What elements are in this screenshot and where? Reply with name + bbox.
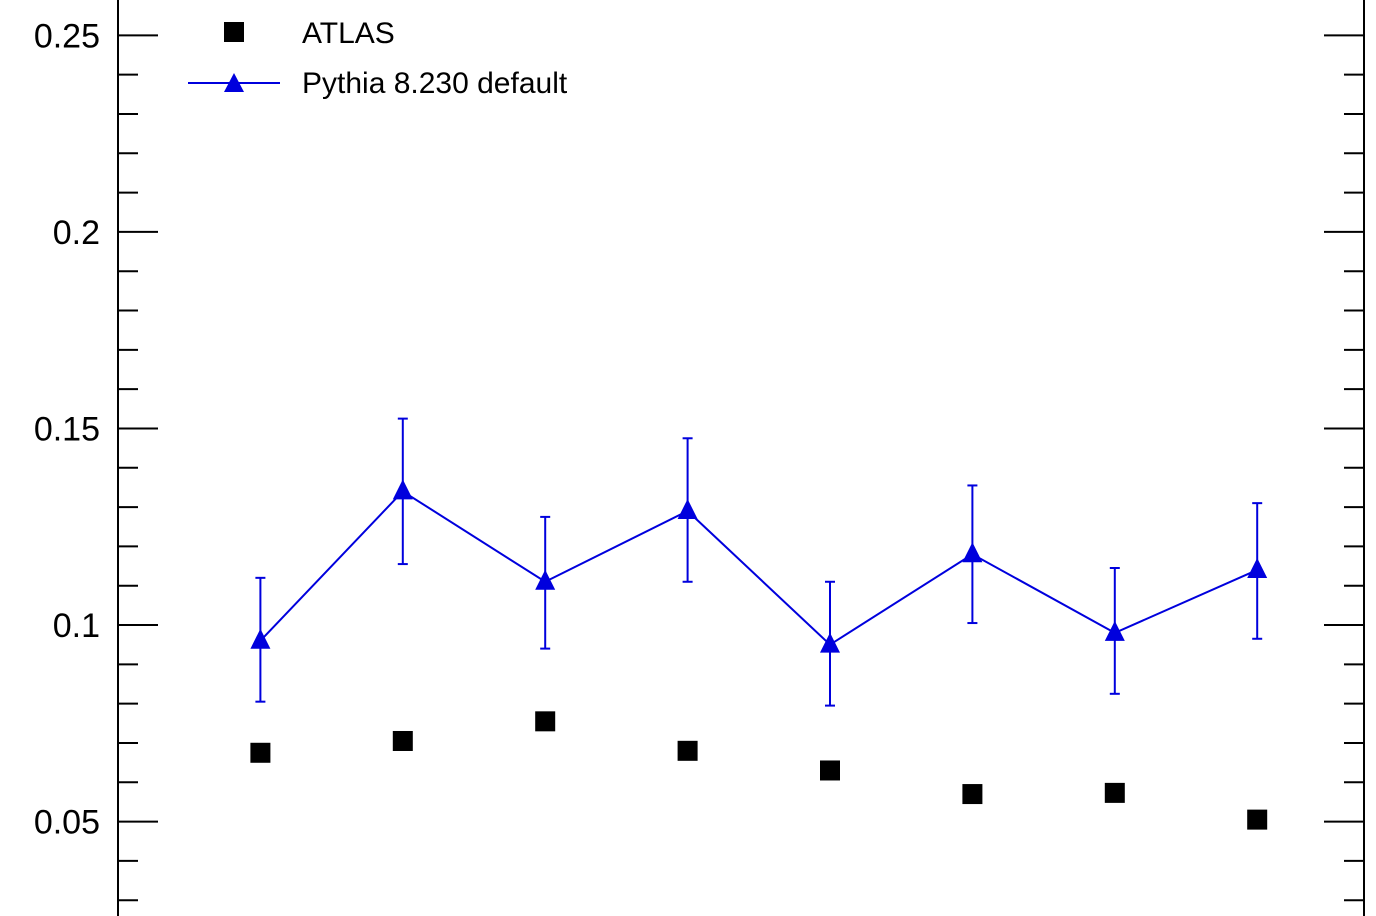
- atlas-point: [962, 784, 983, 805]
- pythia-point: [820, 632, 840, 653]
- pythia-point: [250, 628, 271, 649]
- y-tick-label: 0.2: [53, 214, 100, 252]
- legend-marker-atlas: [224, 22, 244, 42]
- atlas-point: [535, 711, 556, 732]
- pythia-series-line: [259, 490, 1258, 646]
- y-axis-ticks: [118, 34, 1364, 902]
- atlas-point: [250, 742, 271, 763]
- atlas-point: [820, 760, 840, 781]
- pythia-point: [535, 569, 556, 590]
- pythia-point: [392, 479, 413, 500]
- atlas-point: [392, 730, 413, 751]
- series-layer: [250, 417, 1268, 830]
- legend: ATLAS Pythia 8.230 default: [188, 17, 568, 100]
- y-tick-label: 0.1: [53, 607, 100, 645]
- pythia-point: [962, 542, 983, 563]
- y-tick-label: 0.15: [34, 410, 100, 448]
- y-tick-label: 0.25: [34, 17, 100, 55]
- legend-marker-pythia: [224, 73, 244, 92]
- y-tick-label: 0.05: [34, 804, 100, 842]
- atlas-point: [1247, 809, 1268, 830]
- y-axis-tick-labels: 0.05 0.1 0.15 0.2 0.25: [34, 17, 100, 841]
- atlas-point: [1104, 782, 1125, 803]
- axes: [117, 0, 1365, 916]
- pythia-point: [677, 499, 698, 520]
- legend-label-atlas: ATLAS: [302, 17, 395, 50]
- pythia-point: [1247, 557, 1268, 578]
- pythia-point: [1104, 620, 1125, 641]
- legend-label-pythia: Pythia 8.230 default: [302, 67, 568, 100]
- atlas-point: [677, 740, 698, 761]
